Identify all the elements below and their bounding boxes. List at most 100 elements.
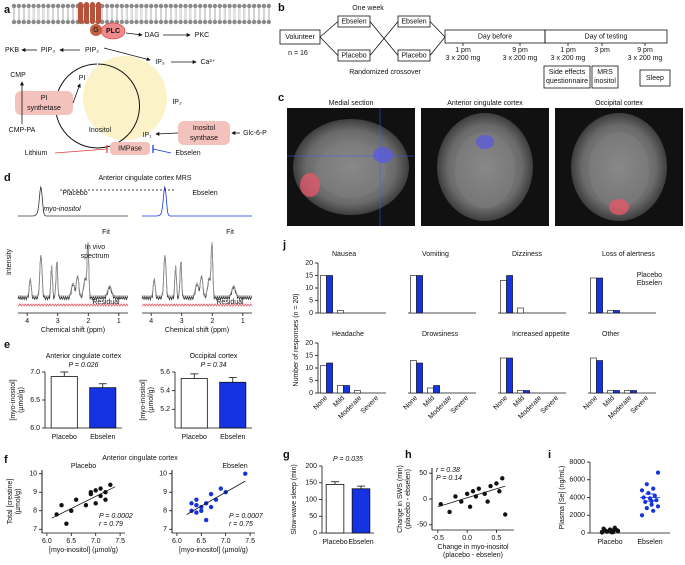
point bbox=[69, 508, 74, 513]
label: Placebo bbox=[401, 52, 426, 59]
y-tick-label: 50 bbox=[419, 470, 427, 477]
x-tick-label: None bbox=[402, 395, 419, 412]
bar bbox=[506, 357, 513, 394]
membrane-lipid bbox=[222, 19, 227, 25]
axis-label: (µmol/g) bbox=[15, 489, 22, 515]
membrane-lipid bbox=[149, 3, 154, 9]
label: One week bbox=[352, 5, 384, 12]
y-tick-label: -50 bbox=[417, 522, 427, 529]
connector bbox=[429, 36, 446, 56]
membrane-lipid bbox=[31, 3, 36, 9]
point bbox=[651, 508, 656, 513]
annotation: P = 0.34 bbox=[200, 362, 226, 369]
label: 3 x 200 mg bbox=[628, 55, 663, 62]
point bbox=[208, 504, 214, 510]
axis-label: (µmol/g) bbox=[18, 387, 25, 413]
label: DAG bbox=[144, 32, 159, 39]
bar bbox=[326, 275, 333, 314]
x-tick-label: Ebselen bbox=[348, 539, 373, 546]
x-tick-label: Placebo bbox=[52, 434, 77, 441]
bar bbox=[416, 362, 423, 394]
membrane-lipid bbox=[149, 19, 154, 25]
point bbox=[485, 499, 490, 504]
chart-title: Nausea bbox=[332, 251, 356, 258]
membrane-lipid bbox=[100, 19, 105, 25]
label: 3 x 200 mg bbox=[446, 55, 481, 62]
membrane-lipid bbox=[158, 19, 164, 25]
x-tick-label: 0.5 bbox=[492, 535, 502, 542]
label: myo-inositol bbox=[43, 206, 81, 213]
membrane-lipid bbox=[51, 19, 56, 25]
point bbox=[64, 521, 69, 526]
membrane-lipid bbox=[207, 3, 213, 9]
box bbox=[544, 29, 668, 44]
annotation: P = 0.026 bbox=[69, 362, 99, 369]
x-tick-label: Placebo bbox=[182, 434, 207, 441]
bar bbox=[337, 310, 344, 314]
y-tick-label: 20 bbox=[305, 340, 313, 347]
label: Anterior cingulate cortex MRS bbox=[99, 175, 192, 182]
x-tick-label: -0.5 bbox=[432, 535, 444, 542]
membrane-lipid bbox=[100, 3, 105, 9]
label: Sleep bbox=[646, 75, 664, 82]
membrane-lipid bbox=[232, 19, 237, 25]
inhibition bbox=[54, 148, 108, 154]
membrane-lipid bbox=[256, 3, 262, 9]
inhibition bbox=[152, 148, 172, 154]
label: Ebselen bbox=[401, 18, 426, 25]
chart-title: Anterior cingulate cortex bbox=[46, 353, 122, 360]
label: 9 pm bbox=[637, 47, 653, 54]
box bbox=[639, 69, 671, 87]
label: PI bbox=[79, 75, 86, 82]
point bbox=[503, 512, 508, 517]
annotation: P = 0.0007 bbox=[229, 513, 264, 520]
point bbox=[494, 481, 499, 486]
image-title: Occipital cortex bbox=[595, 100, 643, 107]
membrane-lipid bbox=[41, 19, 46, 25]
membrane-lipid bbox=[158, 3, 164, 9]
membrane-lipid bbox=[41, 3, 46, 9]
point bbox=[467, 504, 473, 509]
membrane-lipid bbox=[134, 19, 139, 25]
panel-letter: c bbox=[278, 92, 284, 104]
label: Fit bbox=[226, 229, 234, 236]
x-tick-label: Mild bbox=[332, 395, 346, 409]
annotation: r = 0.75 bbox=[229, 521, 253, 528]
axis-label: Plasma [Se] (ng/mL) bbox=[559, 466, 566, 530]
label: 3 pm bbox=[594, 47, 610, 54]
point bbox=[488, 483, 493, 489]
axis-label: Change in SWS (min) bbox=[397, 465, 404, 533]
membrane-lipid bbox=[104, 19, 110, 25]
label: Intensity bbox=[6, 248, 13, 275]
bar bbox=[343, 385, 350, 394]
axis-label: [myo-inositol] bbox=[140, 379, 147, 420]
y-tick-label: 0 bbox=[313, 530, 317, 537]
x-tick-label: 6.0 bbox=[42, 538, 52, 545]
membrane-lipid bbox=[134, 3, 139, 9]
membrane-lipid bbox=[70, 19, 76, 25]
axis-label: Number of responses (n = 20) bbox=[293, 293, 300, 386]
membrane-lipid bbox=[60, 3, 66, 9]
membrane-lipid bbox=[222, 3, 227, 9]
bar bbox=[326, 362, 333, 394]
x-tick-label: 2 bbox=[210, 318, 214, 325]
annotation: P = 0.035 bbox=[333, 456, 363, 463]
label: Lithium bbox=[25, 150, 48, 157]
label: Residual bbox=[92, 299, 120, 306]
g-protein bbox=[90, 24, 102, 36]
membrane-lipid bbox=[178, 19, 183, 25]
point bbox=[470, 489, 476, 494]
label: Residual bbox=[216, 299, 244, 306]
x-tick-label: 0.0 bbox=[462, 535, 472, 542]
membrane-lipid bbox=[212, 3, 218, 9]
membrane-lipid bbox=[242, 19, 247, 25]
bar bbox=[410, 275, 417, 314]
image-title: Medial section bbox=[329, 100, 374, 107]
membrane-lipid bbox=[21, 3, 26, 9]
point bbox=[601, 526, 606, 531]
chart-title: Occipital cortex bbox=[190, 353, 238, 360]
x-tick-label: Severe bbox=[360, 395, 381, 416]
y-tick-label: 0 bbox=[309, 390, 313, 397]
point bbox=[194, 497, 199, 502]
